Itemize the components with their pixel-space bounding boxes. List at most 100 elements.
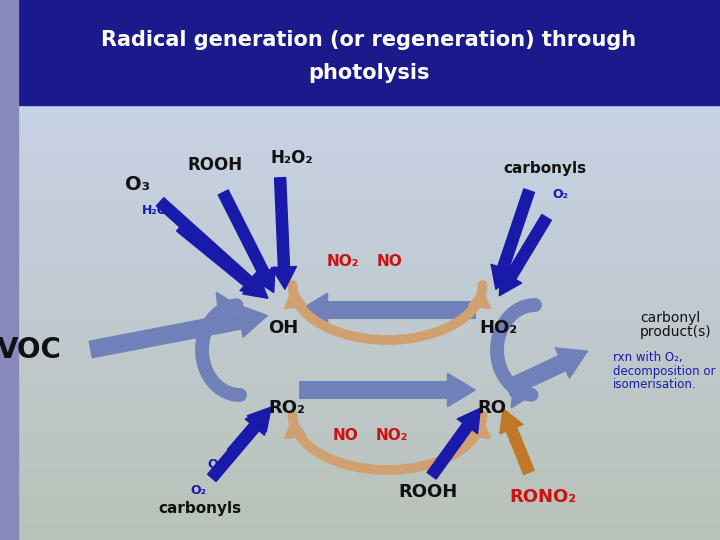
Text: VOC: VOC (0, 336, 62, 364)
Bar (18, 524, 720, 525)
Bar (18, 392, 720, 393)
Bar (18, 249, 720, 250)
Bar (18, 282, 720, 283)
Bar (18, 215, 720, 216)
Bar (18, 326, 720, 327)
Bar (18, 335, 720, 336)
Bar (18, 432, 720, 433)
Bar (18, 476, 720, 477)
Bar (18, 363, 720, 364)
Bar (18, 175, 720, 176)
Bar (18, 466, 720, 467)
Bar (18, 475, 720, 476)
Bar (18, 519, 720, 520)
Bar (18, 228, 720, 229)
FancyArrowPatch shape (284, 288, 307, 308)
Bar (18, 220, 720, 221)
Bar (18, 238, 720, 239)
FancyArrowPatch shape (156, 198, 265, 296)
Bar (18, 382, 720, 383)
Bar (18, 110, 720, 111)
Bar (18, 209, 720, 210)
Bar (18, 347, 720, 348)
Bar (18, 294, 720, 295)
Bar (18, 180, 720, 181)
Bar (18, 298, 720, 299)
FancyArrowPatch shape (469, 288, 490, 308)
Bar (18, 462, 720, 463)
Bar (18, 481, 720, 482)
Bar (18, 521, 720, 522)
Bar (18, 117, 720, 118)
Bar (18, 185, 720, 186)
Bar (18, 526, 720, 527)
Bar (18, 204, 720, 205)
Bar (18, 364, 720, 365)
Bar (18, 144, 720, 145)
Bar (18, 151, 720, 152)
Bar (18, 255, 720, 256)
Bar (18, 115, 720, 116)
Bar (18, 292, 720, 293)
Bar (18, 530, 720, 531)
Bar (18, 317, 720, 318)
Bar (18, 314, 720, 315)
Bar (18, 389, 720, 390)
Bar (18, 518, 720, 519)
Bar (18, 489, 720, 490)
Bar (18, 515, 720, 516)
Text: NO₂: NO₂ (327, 254, 359, 269)
Bar (18, 192, 720, 193)
Bar (18, 281, 720, 282)
Bar (18, 128, 720, 129)
FancyArrowPatch shape (228, 407, 271, 456)
Bar (18, 210, 720, 211)
Bar (18, 280, 720, 281)
Bar (18, 152, 720, 153)
Bar (18, 456, 720, 457)
Bar (18, 236, 720, 237)
Bar (18, 324, 720, 325)
Bar (18, 385, 720, 386)
Bar (18, 287, 720, 288)
Text: carbonyls: carbonyls (503, 160, 587, 176)
Bar (18, 242, 720, 243)
Bar (18, 304, 720, 305)
Bar (18, 425, 720, 426)
Bar (18, 532, 720, 533)
Bar (18, 507, 720, 508)
Bar (18, 176, 720, 177)
Bar (18, 404, 720, 405)
Bar (18, 423, 720, 424)
Bar (18, 490, 720, 491)
Bar (18, 538, 720, 539)
Bar (18, 137, 720, 138)
Bar (18, 149, 720, 150)
Bar (18, 203, 720, 204)
Bar (18, 297, 720, 298)
FancyArrowPatch shape (300, 373, 475, 407)
Bar (18, 485, 720, 486)
Bar (18, 289, 720, 290)
Bar (18, 166, 720, 167)
Bar (18, 250, 720, 251)
Bar (18, 460, 720, 461)
Bar (18, 454, 720, 455)
Bar (18, 431, 720, 432)
Bar (18, 270, 720, 271)
Bar (18, 253, 720, 254)
Bar (18, 491, 720, 492)
Bar (18, 398, 720, 399)
Bar (18, 360, 720, 361)
Bar (18, 234, 720, 235)
Bar (18, 329, 720, 330)
Bar (18, 368, 720, 369)
Bar (18, 492, 720, 493)
FancyArrowPatch shape (216, 292, 238, 322)
Text: O₂: O₂ (190, 483, 206, 496)
Bar (18, 394, 720, 395)
Bar (18, 437, 720, 438)
Bar (18, 378, 720, 379)
Bar (18, 328, 720, 329)
Bar (18, 505, 720, 506)
